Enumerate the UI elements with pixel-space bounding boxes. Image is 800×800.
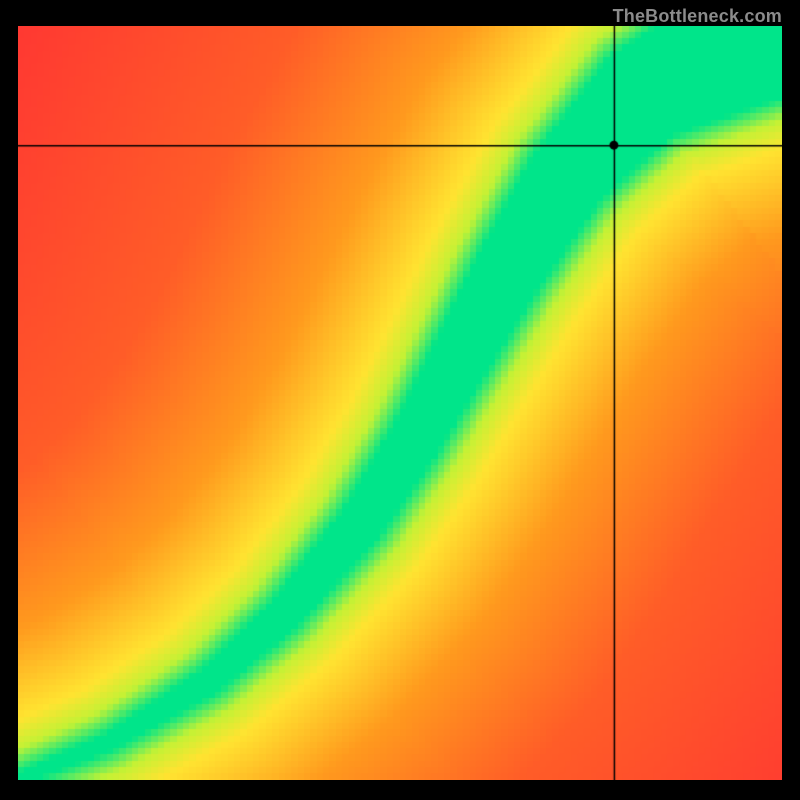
bottleneck-heatmap (18, 26, 782, 780)
chart-container: TheBottleneck.com (0, 0, 800, 800)
watermark-text: TheBottleneck.com (613, 6, 782, 27)
